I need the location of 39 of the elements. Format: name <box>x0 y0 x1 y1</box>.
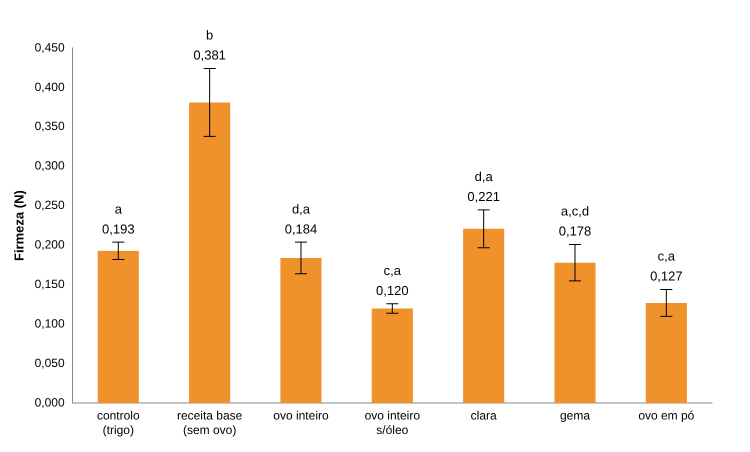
x-tick-label: controlo (trigo) <box>96 408 140 438</box>
data-label: 0,178 <box>558 224 592 239</box>
data-label: 0,381 <box>193 48 226 63</box>
data-label: 0,120 <box>376 282 409 298</box>
y-tick-label: 0,300 <box>34 158 65 173</box>
bar <box>372 308 413 404</box>
annotation: a <box>114 201 123 216</box>
y-tick-label: 0,450 <box>34 40 65 54</box>
annotation: c,a <box>658 248 676 264</box>
data-label: 0,193 <box>102 221 135 236</box>
bar <box>463 228 504 404</box>
y-tick-label: 0,050 <box>34 356 65 370</box>
x-tick-label: ovo inteiro <box>273 408 329 423</box>
annotation: d,a <box>474 168 494 184</box>
y-tick-label: 0,400 <box>34 80 65 94</box>
x-tick-label: gema <box>560 408 590 423</box>
annotation: c,a <box>384 262 402 278</box>
y-tick-label: 0,200 <box>34 238 65 252</box>
y-tick-label: 0,350 <box>34 119 65 134</box>
text: b <box>206 28 214 43</box>
annotation: d,a <box>292 201 311 216</box>
data-label: 0,127 <box>650 268 683 284</box>
bar <box>98 250 139 404</box>
y-tick-label: 0,100 <box>34 316 65 331</box>
x-tick-label: ovo inteiro s/óleo <box>364 408 420 438</box>
data-label: 0,184 <box>284 221 318 236</box>
bar <box>280 258 322 404</box>
data-label: 0,221 <box>467 188 500 204</box>
bar <box>554 262 596 404</box>
x-tick-label: clara <box>470 408 497 423</box>
bar <box>189 102 230 404</box>
x-tick-label: ovo em pó <box>638 408 695 423</box>
annotation: a,c,d <box>560 204 590 219</box>
bar <box>646 302 687 404</box>
y-tick-label: 0,150 <box>34 277 65 292</box>
y-tick-label: 0,250 <box>34 198 65 212</box>
y-tick-label: 0,000 <box>34 396 65 410</box>
x-tick-label: receita base (sem ovo) <box>176 408 243 438</box>
y-axis-title: Firmeza (N) <box>11 190 26 261</box>
